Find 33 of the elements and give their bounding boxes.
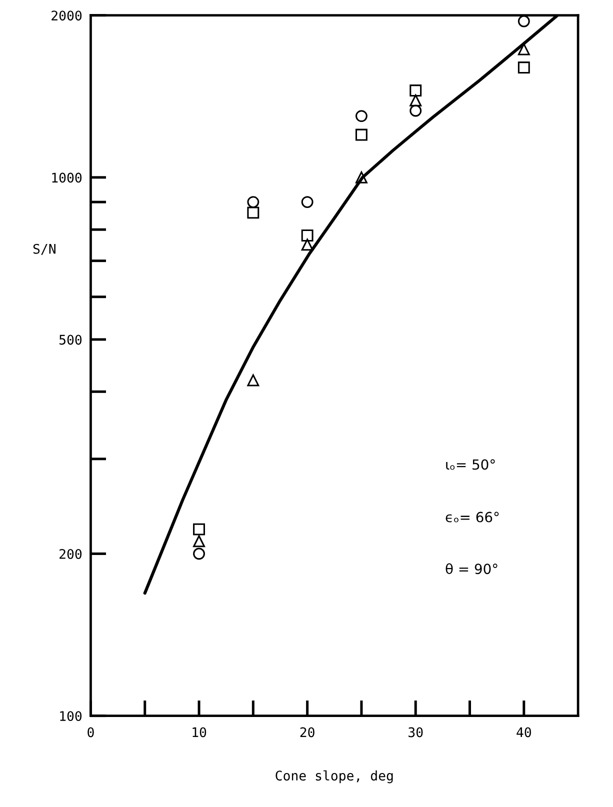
point [518,15,530,28]
point [247,206,260,219]
annotation: ιₒ= 50° [446,459,495,470]
point [518,43,530,56]
y-axis-title: S/N [33,244,56,255]
x-axis-title: Cone slope, deg [276,770,393,784]
y-tick-label: 1000 [52,172,82,183]
x-tick-label: 0 [88,727,94,738]
y-tick-label: 500 [59,334,82,345]
point [301,230,314,242]
point [193,548,205,560]
point [301,196,314,208]
x-tick-label: 10 [192,727,206,738]
point [193,535,205,548]
y-tick-label: 200 [60,548,82,559]
point [193,523,205,536]
point [518,62,530,74]
x-tick-label: 20 [300,727,314,738]
point [355,110,368,122]
x-tick-label: 30 [408,727,423,738]
annotation: ϵₒ= 66° [446,512,499,522]
y-tick-label: 2000 [52,10,82,21]
point [301,238,314,251]
point [247,196,260,208]
annotation: θ = 90° [446,563,498,574]
point [355,128,368,141]
point [410,94,422,106]
point [247,374,260,386]
point [410,104,422,117]
point [355,171,368,184]
x-tick-label: 40 [516,727,531,738]
point [410,84,422,96]
y-tick-label: 100 [60,711,82,722]
